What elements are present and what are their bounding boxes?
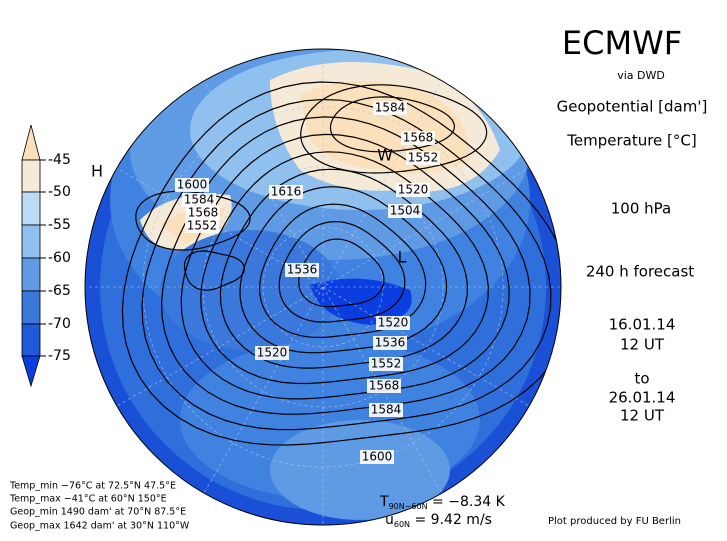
label-box [376,316,410,330]
stat: Geop_max 1642 dam' at 30°N 110°W [10,521,190,532]
colorbar-swatch [21,159,41,193]
colorbar-cap [21,355,41,388]
contour [329,96,456,153]
stat: Temp_max −41°C at 60°N 150°E [9,494,167,505]
colorbar-swatch [21,323,41,357]
label-box [185,219,219,233]
contour-label: 1600 [177,178,208,192]
center-label: H [91,162,103,181]
colorbar: -45 -50 -55 -60 -65 -70 -75 [21,124,71,388]
label-box [269,185,303,199]
source: via DWD [617,69,665,82]
label-box [369,403,403,417]
colorbar-swatch [21,257,41,292]
contour [121,81,561,446]
mean-temp: T90N−60N = −8.34 K [379,494,506,511]
label-box [255,346,289,360]
contour-label: 1568 [369,379,400,393]
label-box [373,336,407,350]
colorbar-label: -75 [48,348,71,364]
contour-label: 1536 [287,263,318,277]
contour-label: 1504 [390,204,421,218]
contour-label: 1584 [375,101,406,115]
label-box [401,131,435,145]
colorbar-label: -60 [48,250,71,266]
contour-label: 1552 [408,151,439,165]
colorbar-label: -50 [48,184,71,200]
contour-label: 1520 [398,183,429,197]
label-box [367,379,401,393]
stat: Temp_min −76°C at 72.5°N 47.5°E [9,481,176,492]
label-box [396,183,430,197]
credit: Plot produced by FU Berlin [548,516,681,527]
field-label: Temperature [°C] [566,132,696,150]
label-box [406,151,440,165]
contour-label: 1616 [271,185,302,199]
contour-label: 1584 [184,193,215,207]
level: 100 hPa [611,200,671,218]
meridian [115,166,531,408]
contour-label: 1552 [371,357,402,371]
label-box [360,450,394,464]
label-box [175,178,209,192]
field-label: Geopotential [dam'] [557,98,708,116]
colorbar-label: -65 [48,283,71,299]
stat: Geop_min 1490 dam' at 70°N 87.5°E [10,507,186,518]
label-box [285,263,319,277]
valid-time: 12 UT [620,407,665,425]
center-label: L [398,248,407,267]
contour-labels: 1584156815521520150416161600158415681552… [175,101,440,464]
label-box [182,193,216,207]
label-box [373,101,407,115]
contour-label: 1568 [188,206,219,220]
contour [278,220,406,323]
contour [160,116,531,415]
colorbar-swatch [21,224,41,259]
contour [258,203,427,339]
mean-wind: u60N = 9.42 m/s [385,512,492,529]
contour [200,151,489,385]
contour-label: 1584 [371,403,402,417]
globe-outline [84,48,562,526]
colorbar-label: -70 [48,316,71,332]
colorbar-swatch [21,290,41,325]
contour-label: 1552 [187,219,218,233]
contour [183,250,245,291]
contour-label: 1568 [403,131,434,145]
contour-label: 1520 [257,346,288,360]
label-box [388,204,422,218]
map: 1584156815521520150416161600158415681552… [84,48,562,526]
colorbar-cap [21,124,41,161]
label-box [186,206,220,220]
init-date: 16.01.14 [609,316,676,334]
label-box [369,357,403,371]
colorbar-label: -55 [48,217,71,233]
init-time: 12 UT [620,336,665,354]
contour-label: 1536 [375,336,406,350]
contour-label: 1600 [362,450,393,464]
meridian [202,79,444,495]
colorbar-swatch [21,191,41,226]
valid-date: 26.01.14 [609,389,676,407]
title: ECMWF [562,24,682,62]
forecast: 240 h forecast [586,263,694,281]
contour-label: 1520 [378,316,409,330]
colorbar-label: -45 [48,152,71,168]
to: to [634,370,649,388]
contour [300,84,488,174]
center-label: W [377,146,393,165]
